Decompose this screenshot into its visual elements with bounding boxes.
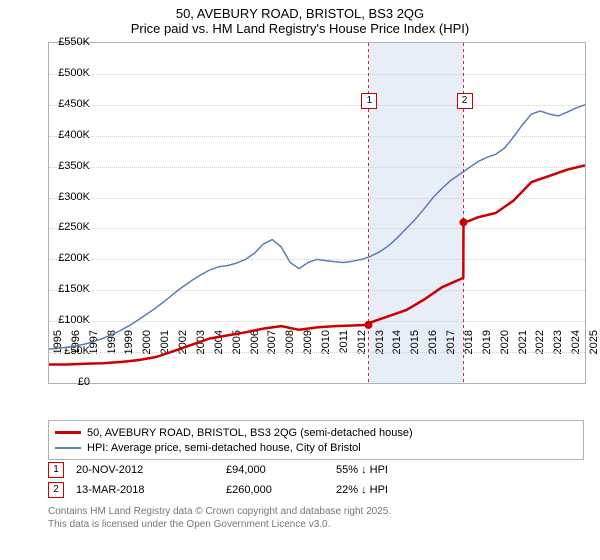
event-price: £94,000 xyxy=(226,464,336,476)
legend-swatch xyxy=(55,431,81,434)
footer: Contains HM Land Registry data © Crown c… xyxy=(48,506,391,531)
legend-label: HPI: Average price, semi-detached house,… xyxy=(87,442,361,454)
title-line-2: Price paid vs. HM Land Registry's House … xyxy=(0,21,600,36)
events-table: 1 20-NOV-2012 £94,000 55% ↓ HPI 2 13-MAR… xyxy=(48,460,584,500)
chart-container: 50, AVEBURY ROAD, BRISTOL, BS3 2QG Price… xyxy=(0,0,600,560)
event-price: £260,000 xyxy=(226,484,336,496)
x-axis-label: 2025 xyxy=(588,330,600,390)
event-row: 1 20-NOV-2012 £94,000 55% ↓ HPI xyxy=(48,460,584,480)
legend-item: HPI: Average price, semi-detached house,… xyxy=(55,440,577,455)
event-number: 1 xyxy=(53,464,59,475)
legend-label: 50, AVEBURY ROAD, BRISTOL, BS3 2QG (semi… xyxy=(87,427,413,439)
legend-item: 50, AVEBURY ROAD, BRISTOL, BS3 2QG (semi… xyxy=(55,425,577,440)
event-date: 13-MAR-2018 xyxy=(76,484,226,496)
chart-marker-box: 2 xyxy=(457,93,473,109)
event-date: 20-NOV-2012 xyxy=(76,464,226,476)
event-pct: 22% ↓ HPI xyxy=(336,484,486,496)
chart-area: 12 £0£50K£100K£150K£200K£250K£300K£350K£… xyxy=(48,42,584,412)
chart-marker-box: 1 xyxy=(361,93,377,109)
legend: 50, AVEBURY ROAD, BRISTOL, BS3 2QG (semi… xyxy=(48,420,584,460)
footer-line-2: This data is licensed under the Open Gov… xyxy=(48,519,391,532)
plot-area: 12 xyxy=(48,42,586,384)
legend-swatch xyxy=(55,447,81,449)
title-block: 50, AVEBURY ROAD, BRISTOL, BS3 2QG Price… xyxy=(0,0,600,38)
event-pct: 55% ↓ HPI xyxy=(336,464,486,476)
event-row: 2 13-MAR-2018 £260,000 22% ↓ HPI xyxy=(48,480,584,500)
event-number: 2 xyxy=(53,484,59,495)
chart-svg xyxy=(49,43,585,383)
title-line-1: 50, AVEBURY ROAD, BRISTOL, BS3 2QG xyxy=(0,6,600,21)
event-marker-box: 2 xyxy=(48,482,64,498)
footer-line-1: Contains HM Land Registry data © Crown c… xyxy=(48,506,391,519)
event-marker-box: 1 xyxy=(48,462,64,478)
